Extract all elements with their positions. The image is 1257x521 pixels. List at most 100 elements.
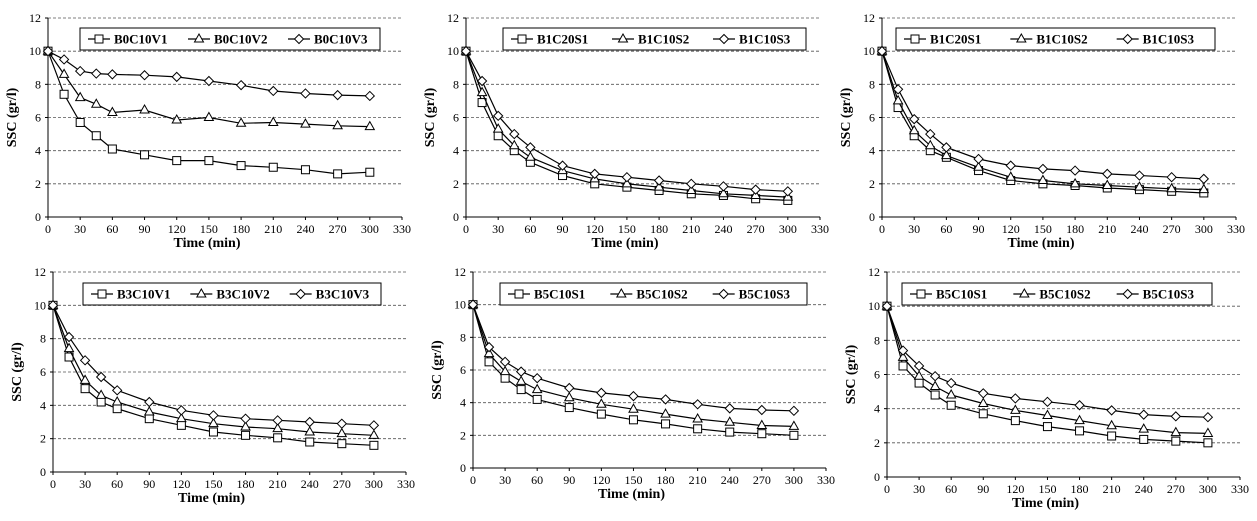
x-tick-label: 270 xyxy=(333,477,351,491)
x-tick-label: 270 xyxy=(747,222,765,236)
x-tick-label: 240 xyxy=(301,477,319,491)
data-point-B0C10V1 xyxy=(75,117,85,127)
data-point-B1C10S2 xyxy=(621,177,633,188)
x-tick-label: 240 xyxy=(1135,482,1153,496)
data-point-B0C10V1 xyxy=(140,150,150,160)
y-tick-label: 8 xyxy=(869,77,875,91)
data-point-B0C10V3 xyxy=(300,88,311,99)
x-tick-label: 300 xyxy=(361,222,379,236)
data-point-B5C10S2 xyxy=(1074,414,1085,425)
x-axis-title: Time (min) xyxy=(1012,496,1079,511)
legend-box xyxy=(499,282,808,306)
data-point-B5C10S3 xyxy=(1170,411,1182,422)
data-point-B5C10S3 xyxy=(1074,400,1085,411)
y-tick-label: 4 xyxy=(35,144,41,158)
data-point-B1C10S3 xyxy=(1166,171,1177,183)
data-point-B1C10S3 xyxy=(1198,173,1210,185)
y-tick-label: 10 xyxy=(447,44,459,58)
data-point-B0C10V2 xyxy=(139,104,150,114)
x-tick-label: 0 xyxy=(463,222,469,236)
x-tick-label: 60 xyxy=(531,473,543,487)
y-axis-title: SSC (gr/l) xyxy=(839,87,854,147)
data-point-B3C10V1 xyxy=(241,430,251,440)
legend-label: B0C10V2 xyxy=(214,32,267,47)
data-point-B1C20S1 xyxy=(493,131,503,141)
x-tick-label: 330 xyxy=(817,473,835,487)
data-point-B1C10S2 xyxy=(892,94,904,105)
data-point-B5C10S2 xyxy=(660,408,671,418)
y-axis-title: SSC (gr/l) xyxy=(844,344,859,404)
x-axis-title: Time (min) xyxy=(598,487,665,502)
data-point-B5C10S3 xyxy=(724,403,735,414)
data-point-B1C10S2 xyxy=(924,139,936,150)
x-tick-label: 120 xyxy=(592,473,610,487)
data-point-B5C10S2 xyxy=(628,403,639,413)
data-point-B3C10V1 xyxy=(176,420,186,430)
data-point-B5C10S2 xyxy=(531,383,543,394)
legend-label: B1C10S2 xyxy=(1036,32,1087,47)
y-tick-label: 4 xyxy=(453,144,459,158)
legend-marker-B5C10S1 xyxy=(514,289,524,299)
data-point-B5C10S3 xyxy=(596,387,607,399)
data-point-B3C10V3 xyxy=(95,371,107,383)
data-point-B1C10S3 xyxy=(876,45,888,57)
data-point-B5C10S3 xyxy=(897,345,909,356)
data-point-B5C10S1 xyxy=(725,427,735,437)
data-point-B0C10V2 xyxy=(171,113,183,124)
y-tick-label: 10 xyxy=(454,298,466,312)
data-point-B0C10V1 xyxy=(172,156,182,166)
data-point-B5C10S1 xyxy=(1203,438,1213,448)
data-point-B5C10S1 xyxy=(564,403,574,413)
data-point-B5C10S2 xyxy=(945,388,957,399)
data-point-B5C10S2 xyxy=(913,370,925,380)
x-tick-label: 210 xyxy=(689,473,707,487)
data-point-B5C10S3 xyxy=(499,356,511,368)
legend-marker-B5C10S3 xyxy=(1122,288,1133,300)
data-point-B0C10V3 xyxy=(268,85,279,97)
legend-marker-B0C10V1 xyxy=(94,34,104,44)
data-point-B3C10V2 xyxy=(176,412,187,423)
data-point-B0C10V2 xyxy=(107,106,118,117)
x-tick-label: 330 xyxy=(811,222,829,236)
data-point-B1C10S2 xyxy=(718,187,729,198)
x-tick-label: 0 xyxy=(879,222,885,236)
data-point-B0C10V1 xyxy=(59,89,69,99)
legend-marker-B1C10S3 xyxy=(718,33,730,45)
data-point-B3C10V1 xyxy=(273,433,283,443)
y-tick-label: 8 xyxy=(874,333,880,347)
data-point-B3C10V3 xyxy=(79,355,91,366)
y-tick-label: 0 xyxy=(40,465,46,479)
data-point-B1C10S2 xyxy=(941,149,952,160)
data-point-B0C10V2 xyxy=(267,116,279,126)
data-point-B3C10V1 xyxy=(96,397,106,407)
data-point-B5C10S3 xyxy=(788,405,800,417)
legend-marker-B5C10S2 xyxy=(1018,287,1030,298)
data-point-B1C10S2 xyxy=(476,86,488,97)
data-point-B5C10S1 xyxy=(1107,431,1117,441)
data-point-B3C10V1 xyxy=(144,414,154,424)
x-tick-label: 210 xyxy=(1098,222,1116,236)
legend-marker-B1C10S2 xyxy=(1015,32,1027,43)
y-tick-label: 4 xyxy=(40,398,46,412)
y-tick-label: 12 xyxy=(447,11,459,25)
data-point-B5C10S1 xyxy=(596,409,606,419)
data-point-B5C10S1 xyxy=(789,430,799,440)
data-point-B5C10S2 xyxy=(788,420,800,430)
data-point-B1C10S3 xyxy=(925,128,936,140)
data-point-B0C10V1 xyxy=(333,169,343,179)
data-point-B1C10S3 xyxy=(1102,168,1113,180)
x-tick-label: 210 xyxy=(682,222,700,236)
legend-label: B3C10V3 xyxy=(316,287,370,302)
x-tick-label: 90 xyxy=(143,477,155,491)
y-tick-label: 6 xyxy=(874,368,880,382)
data-point-B1C10S3 xyxy=(718,181,729,192)
x-tick-label: 150 xyxy=(200,222,218,236)
x-tick-label: 240 xyxy=(714,222,732,236)
data-point-B0C10V3 xyxy=(91,68,102,79)
data-point-B3C10V1 xyxy=(112,404,122,414)
x-tick-label: 30 xyxy=(908,222,920,236)
data-point-B0C10V1 xyxy=(236,161,246,171)
x-tick-label: 330 xyxy=(393,222,411,236)
legend-marker-B0C10V2 xyxy=(193,32,205,43)
